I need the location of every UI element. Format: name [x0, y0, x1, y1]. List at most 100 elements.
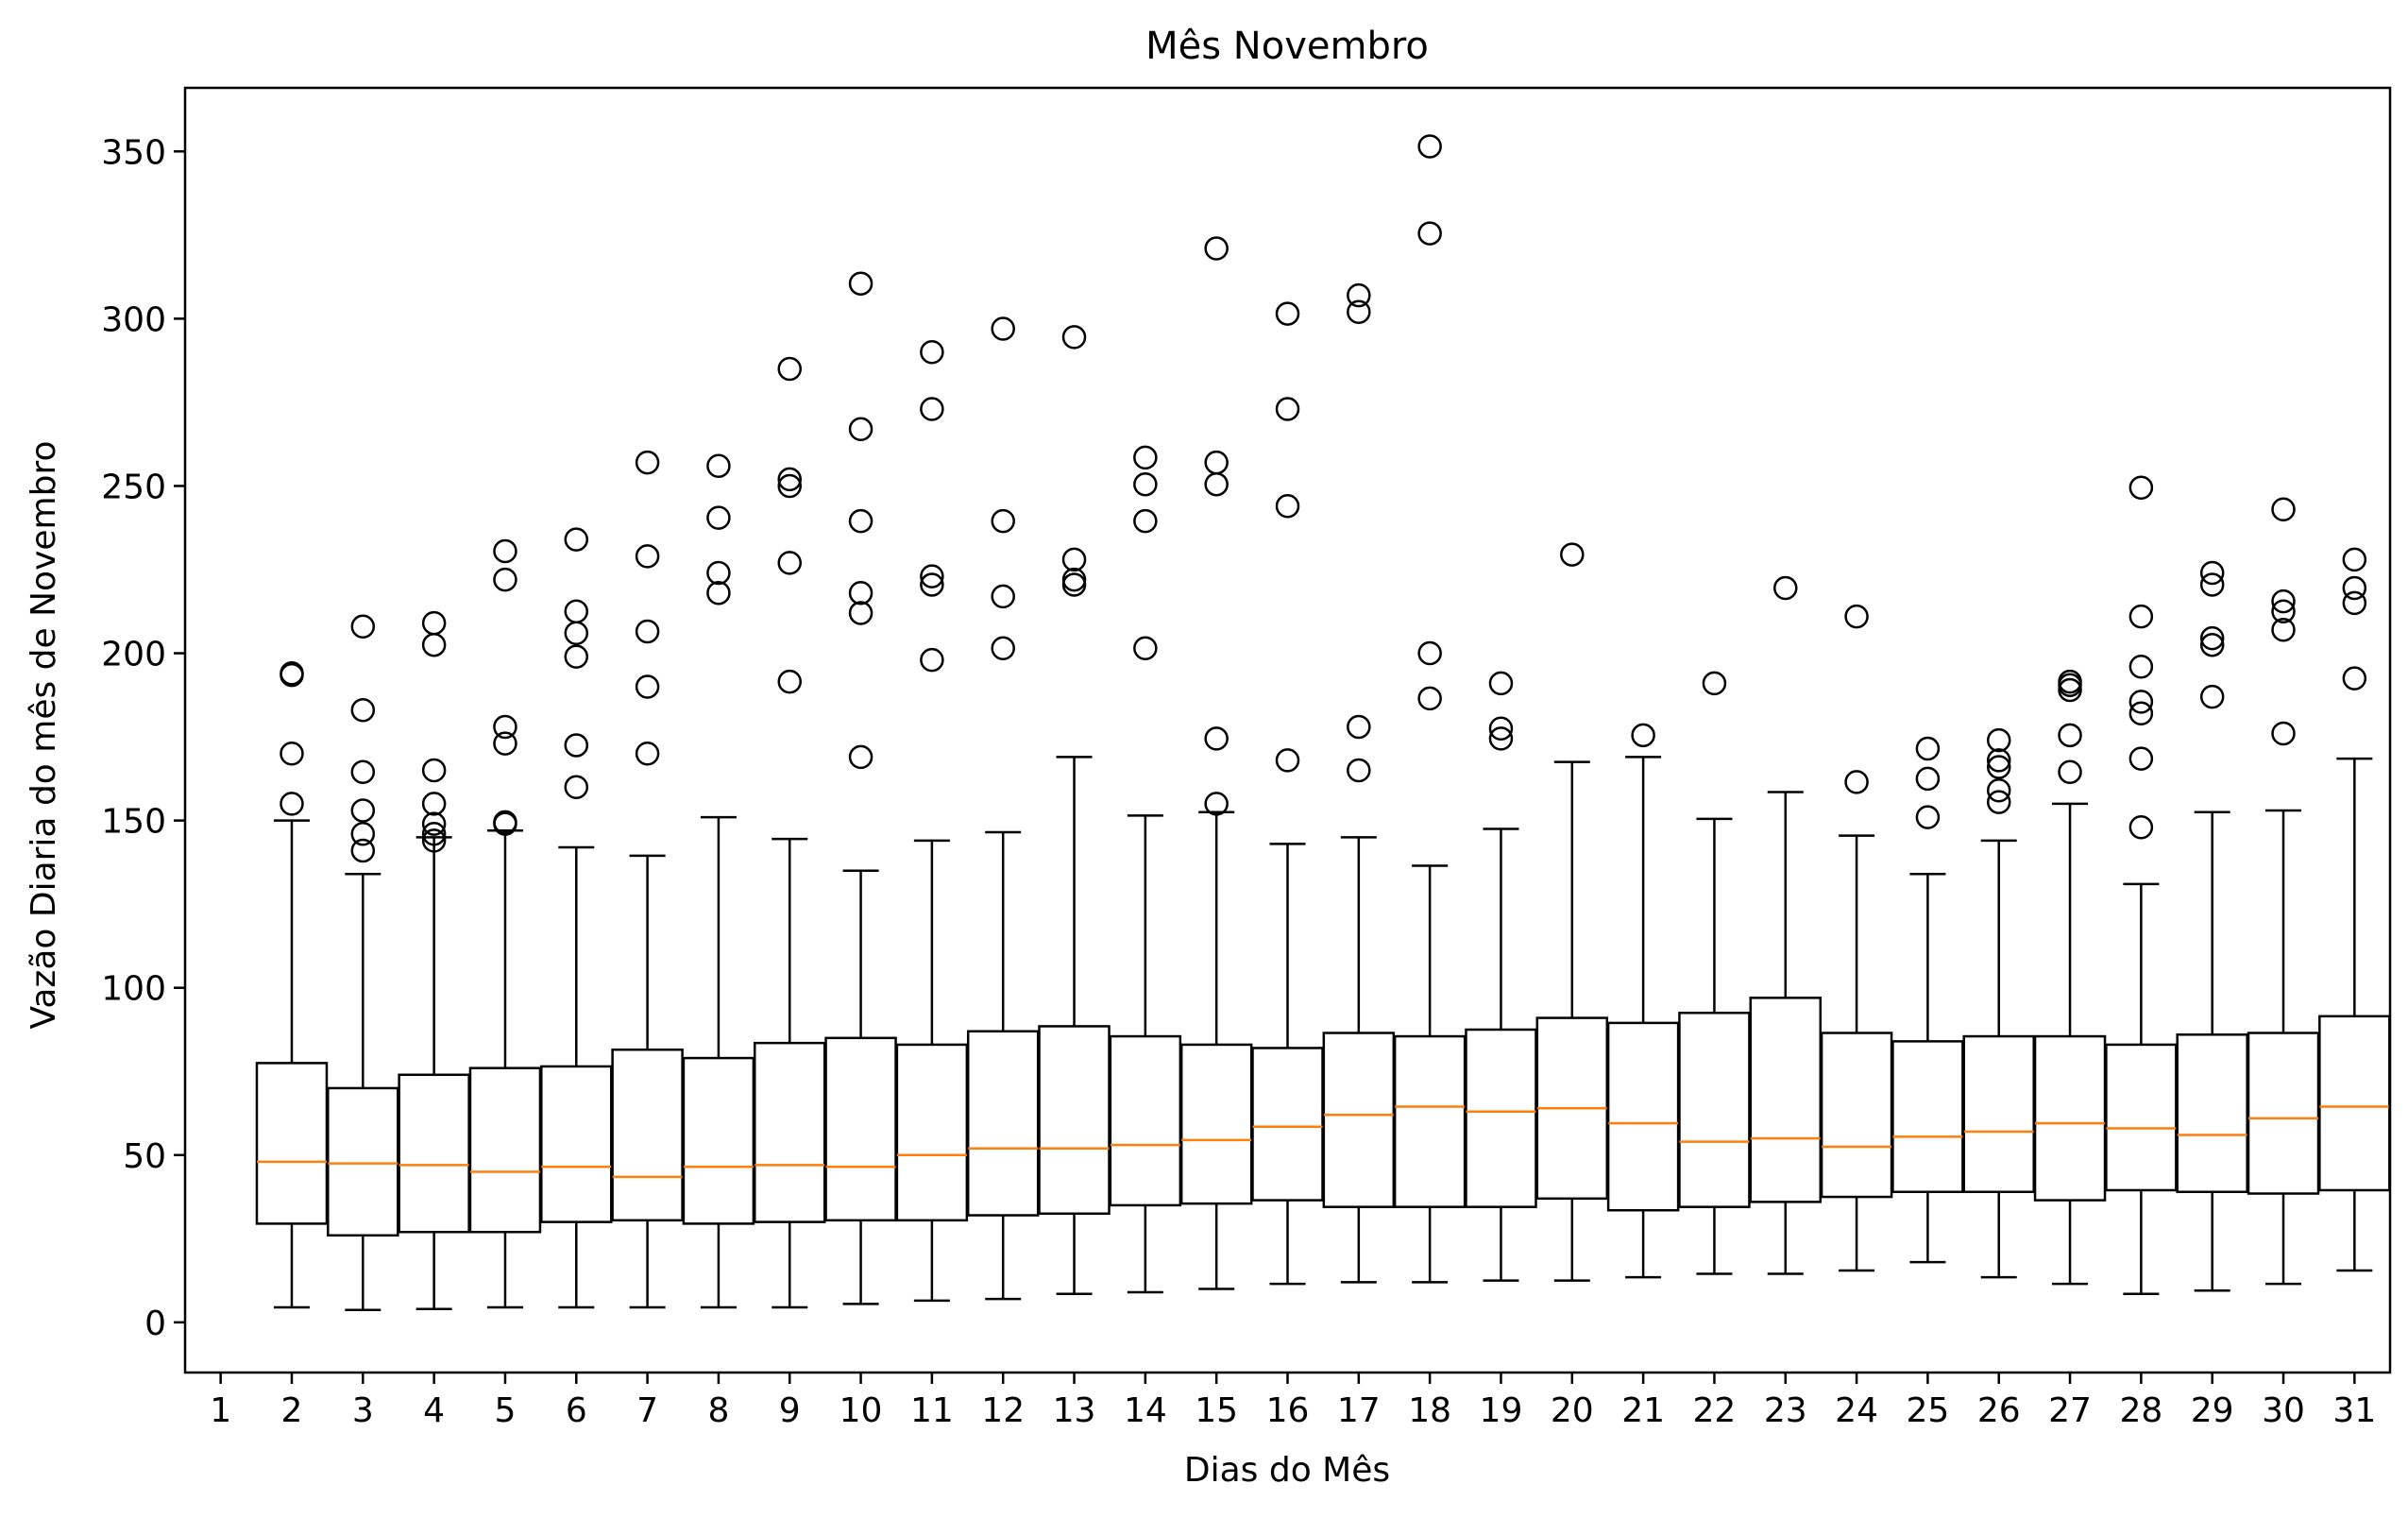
outlier-point [1347, 714, 1371, 740]
outlier-point [920, 647, 944, 673]
iqr-box [1109, 1034, 1182, 1207]
outlier-point [493, 731, 517, 756]
outlier-point [1347, 282, 1371, 308]
outlier-point [350, 838, 376, 863]
iqr-box [1606, 1021, 1680, 1212]
iqr-box [1251, 1047, 1324, 1202]
axes-frame [183, 86, 2392, 1374]
x-tick-label: 31 [2332, 1391, 2376, 1430]
iqr-box [824, 1036, 897, 1222]
y-tick-label: 300 [101, 300, 166, 339]
outlier-point [1773, 575, 1798, 601]
outlier-point [1488, 726, 1514, 751]
outlier-point [2342, 666, 2367, 691]
outlier-point [493, 538, 517, 564]
outlier-point [1915, 766, 1941, 792]
outlier-point [848, 508, 873, 534]
box-day-28 [2105, 475, 2178, 1296]
outlier-point [2271, 599, 2296, 624]
x-tick-label: 27 [2048, 1391, 2092, 1430]
outlier-point [1133, 445, 1158, 470]
outlier-point [848, 581, 873, 605]
iqr-box [1678, 1012, 1751, 1208]
outlier-point [493, 714, 517, 740]
outlier-point [2128, 690, 2154, 714]
iqr-box [2247, 1032, 2320, 1195]
iqr-box [2033, 1034, 2107, 1202]
outlier-point [2199, 632, 2225, 657]
outlier-point [1986, 778, 2011, 803]
outlier-point [421, 758, 447, 783]
box-day-16 [1251, 301, 1324, 1286]
box-day-7 [611, 450, 684, 1309]
outlier-point [421, 822, 447, 846]
outlier-point [991, 636, 1015, 660]
box-day-6 [540, 527, 613, 1309]
outlier-point [991, 508, 1015, 534]
outlier-point [2199, 625, 2225, 651]
outlier-point [1986, 748, 2011, 773]
outlier-point [635, 674, 660, 699]
outlier-point [635, 619, 660, 644]
outlier-point [564, 527, 589, 552]
y-tick-label: 150 [101, 803, 166, 842]
outlier-point [2271, 588, 2296, 614]
outlier-point [1915, 805, 1941, 829]
y-axis-label: Vazão Diaria do mês de Novembro [25, 441, 63, 1030]
iqr-box [682, 1056, 755, 1225]
outlier-point [2199, 684, 2225, 709]
outlier-point [1275, 748, 1300, 773]
iqr-box [1038, 1025, 1111, 1216]
outlier-point [280, 661, 304, 686]
outlier-point [777, 669, 802, 694]
outlier-point [848, 601, 873, 625]
outlier-point [564, 733, 589, 758]
y-tick-label: 50 [123, 1137, 166, 1176]
box-day-10 [824, 271, 897, 1305]
chart-title: Mês Novembro [1145, 25, 1429, 68]
outlier-point [421, 610, 447, 636]
outlier-point [848, 417, 873, 441]
x-tick-label: 13 [1053, 1391, 1096, 1430]
box-day-21 [1606, 723, 1680, 1279]
box-day-17 [1322, 282, 1396, 1284]
box-day-22 [1678, 671, 1751, 1275]
outlier-point [920, 564, 944, 588]
y-tick-label: 200 [101, 636, 166, 674]
plot-marks [255, 134, 2391, 1312]
outlier-point [1986, 755, 2011, 779]
y-tick-label: 100 [101, 970, 166, 1009]
outlier-point [1915, 736, 1941, 761]
outlier-point [1275, 301, 1300, 326]
outlier-point [777, 356, 802, 382]
box-day-30 [2247, 497, 2320, 1286]
x-tick-label: 3 [352, 1391, 374, 1430]
outlier-point [991, 316, 1015, 341]
outlier-point [2271, 618, 2296, 642]
outlier-point [350, 798, 376, 823]
iqr-box [611, 1048, 684, 1222]
outlier-point [2058, 669, 2082, 694]
iqr-box [1322, 1032, 1396, 1208]
outlier-point [2128, 701, 2154, 726]
outlier-point [1204, 450, 1229, 475]
outlier-point [777, 473, 802, 499]
outlier-point [2199, 572, 2225, 597]
x-tick-label: 7 [636, 1391, 658, 1430]
iqr-box [468, 1066, 542, 1234]
outlier-point [2271, 497, 2296, 521]
outlier-point [1347, 758, 1371, 783]
outlier-point [2271, 721, 2296, 746]
x-tick-label: 4 [423, 1391, 445, 1430]
iqr-box [1820, 1032, 1893, 1199]
box-day-29 [2176, 560, 2248, 1292]
outlier-point [2128, 475, 2154, 500]
x-tick-label: 23 [1764, 1391, 1807, 1430]
y-tick-label: 0 [144, 1305, 166, 1343]
outlier-point [1986, 790, 2011, 814]
outlier-point [2058, 723, 2082, 748]
x-tick-label: 26 [1977, 1391, 2021, 1430]
box-day-27 [2033, 669, 2107, 1286]
outlier-point [421, 828, 447, 853]
outlier-point [2342, 590, 2367, 616]
